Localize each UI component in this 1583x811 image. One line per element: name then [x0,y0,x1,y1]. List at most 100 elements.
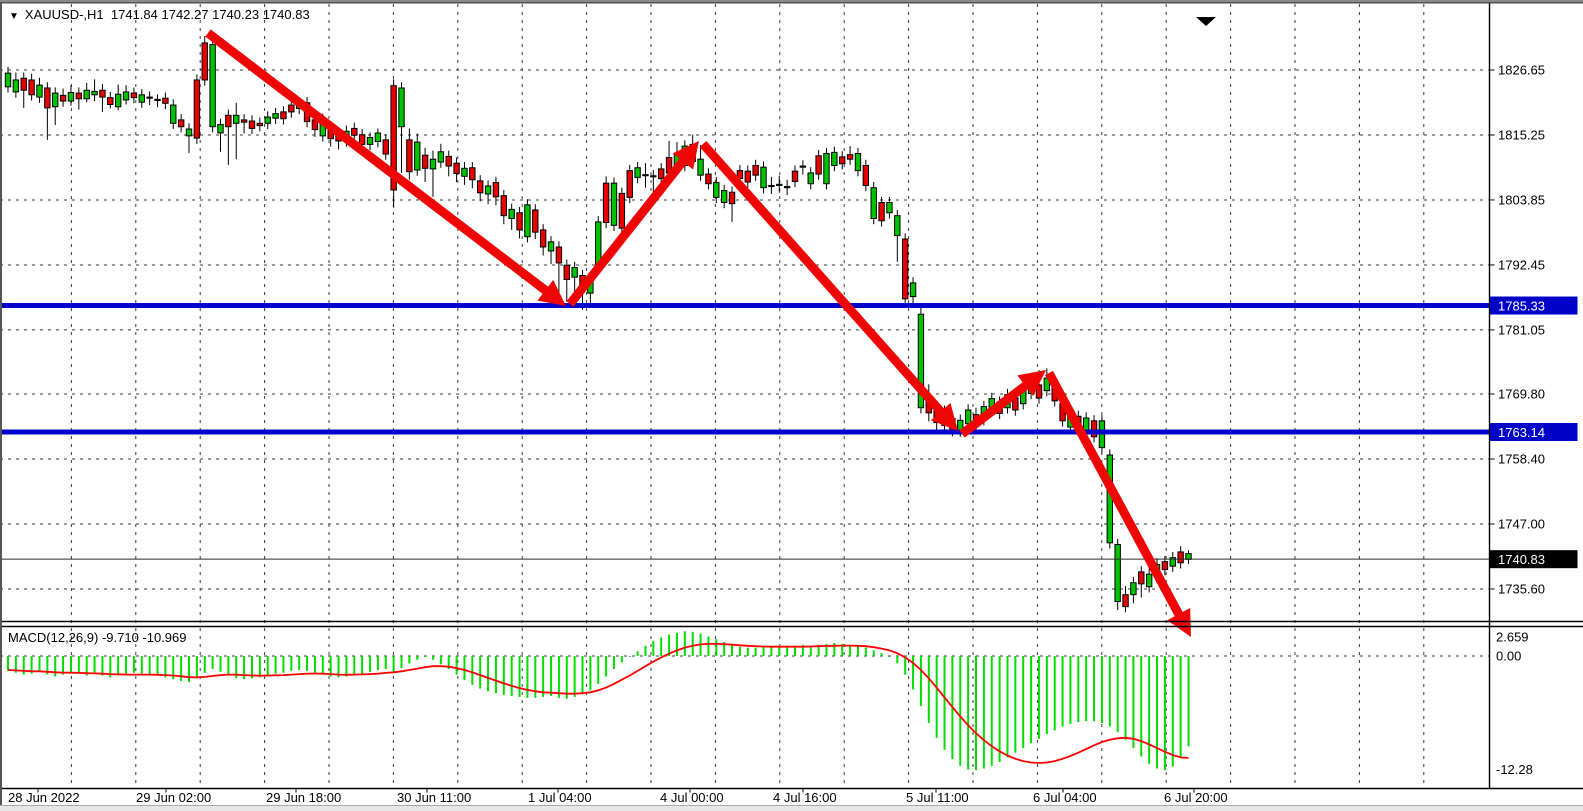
candle-body [744,170,751,183]
candle-body [563,264,570,280]
chart-expander-icon[interactable]: ▼ [9,11,19,22]
candle-body [901,238,909,300]
symbol-period-label: XAUUSD-,H1 [24,7,104,22]
scroll-end-marker-icon [1196,17,1216,26]
candle-body [831,151,838,166]
price-tag-blue [1489,296,1578,315]
candle-body [508,208,515,219]
candle-body [193,79,201,139]
candle-body [130,92,138,99]
candle-body [233,114,240,124]
candle-body [492,182,500,198]
candle-body [107,97,114,105]
price-tick-label: 1781.05 [1498,322,1545,337]
macd-indicator-label: MACD(12,26,9) -9.710 -10.969 [8,630,187,645]
candle-body [445,155,452,167]
price-tag-blue [1489,423,1578,442]
candle-body [406,139,413,173]
candle-body [839,156,846,165]
candle-body [697,158,704,176]
candle-body [154,98,161,101]
candle-body [1122,594,1129,608]
macd-name: MACD(12,26,9) [8,630,99,645]
candle-body [807,172,814,185]
time-tick-label: 4 Jul 00:00 [660,790,724,805]
status-strip [0,806,1583,811]
candle-body [20,77,27,91]
candle-body [524,204,531,238]
candle-body [414,141,421,171]
price-tick-label: 1735.60 [1498,581,1545,596]
candle-body [1169,557,1176,567]
candle-body [256,122,264,127]
macd-current-values: -9.710 -10.969 [101,630,187,645]
candle-body [768,184,775,188]
price-tag-label: 1763.14 [1498,425,1545,440]
candle-body [728,191,736,205]
price-pane-plot-area[interactable] [0,3,1490,622]
candle-body [437,151,445,163]
candle-body [500,195,508,217]
trend-arrow-head [537,279,566,306]
trend-arrow-shaft [205,29,553,298]
candle-body [382,139,389,155]
candle-body [1161,561,1169,571]
price-tick-label: 1803.85 [1498,192,1545,207]
trend-arrow-head [672,141,699,170]
candle-body [390,85,397,191]
candle-body [351,127,358,136]
candle-body [634,167,641,178]
candle-body [532,209,539,233]
candle-body [626,170,633,198]
candle-body [1130,582,1137,596]
trend-arrow-head [1167,607,1191,637]
candle-body [752,164,759,176]
candle-body [736,170,744,180]
candle-body [1145,573,1153,588]
candle-body [571,267,578,278]
candle-body [917,313,925,409]
candle-body [555,246,563,264]
candle-body [713,182,720,198]
candle-body [823,153,830,185]
candle-body [280,111,287,120]
time-axis-area[interactable] [0,789,1583,806]
price-tag-label: 1785.33 [1498,299,1545,314]
candle-body [240,119,248,123]
candle-body [67,92,75,102]
candle-body [36,84,43,98]
candle-body [209,44,216,128]
candle-body [642,174,649,177]
macd-pane-plot-area[interactable] [0,627,1490,789]
candle-body [138,94,145,103]
candle-body [776,183,783,186]
candle-body [610,182,618,226]
candle-body [1114,544,1121,603]
candle-body [870,187,877,219]
candle-body [602,182,610,223]
candle-body [799,165,807,168]
candle-body [201,42,208,81]
candle-body [650,175,657,178]
candle-body [122,91,130,101]
price-axis-area[interactable] [1490,3,1583,789]
time-tick-label: 5 Jul 11:00 [906,790,969,805]
price-tick-label: 1747.00 [1498,517,1545,532]
candle-body [44,87,51,109]
candle-body [114,93,122,108]
trend-arrow-shaft [699,141,949,420]
time-tick-label: 4 Jul 16:00 [773,790,837,805]
candle-body [886,202,893,214]
candle-body [366,137,374,145]
candle-body [162,97,169,104]
price-tick-label: 1792.45 [1498,257,1545,272]
candle-body [59,94,67,102]
candle-body [1090,420,1098,438]
candle-body [1177,551,1184,564]
candle-body [720,190,728,204]
macd-zero-label: 0.00 [1496,649,1521,664]
ohlc-values: 1741.84 1742.27 1740.23 1740.83 [110,7,310,22]
candle-body [177,119,185,128]
